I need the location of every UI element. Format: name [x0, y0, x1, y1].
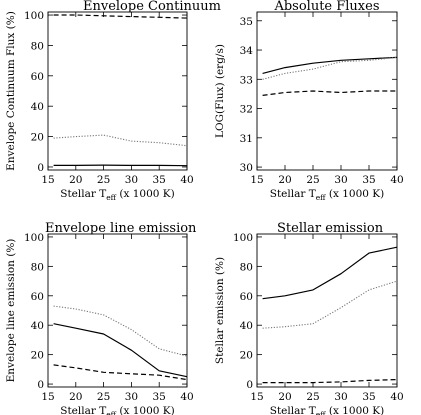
- x-axis-label: Stellar Teff (x 1000 K): [60, 188, 174, 202]
- chart-panel-3: Envelope line emission 15 20 25 30 35 40 0 20 40 6…: [5, 221, 197, 415]
- x-tick-label: 30: [334, 391, 347, 403]
- x-tick-label: 20: [278, 391, 291, 403]
- x-tick-label: 35: [362, 174, 375, 186]
- y-tick-label: 31: [240, 133, 253, 145]
- x-axis-label-main: Stellar T: [270, 188, 316, 200]
- y-tick-label: 40: [240, 320, 253, 332]
- y-tick-label: 20: [240, 350, 253, 362]
- chart-panel-4: Stellar emission 15 20 25 30 35 40 0 20 40 60 80 100…: [214, 221, 404, 415]
- x-tick-label: 25: [97, 391, 110, 403]
- x-tick-label: 25: [306, 391, 319, 403]
- chart-title: Absolute Fluxes: [273, 0, 379, 14]
- series-line-solid: [53, 323, 188, 378]
- y-axis-label: LOG(Flux) (erg/s): [214, 44, 226, 138]
- x-tick-label: 30: [334, 174, 347, 186]
- y-tick-label: 40: [31, 320, 44, 332]
- x-tick-label: 20: [69, 174, 82, 186]
- chart-panel-1: Envelope Continuum 15 20 25 30 35 40 0 20 40 60 80 1…: [5, 0, 221, 202]
- y-tick-label: 34: [240, 45, 254, 57]
- x-axis-label: Stellar Teff (x 1000 K): [60, 405, 174, 415]
- y-tick-label: 100: [233, 232, 253, 244]
- x-axis-label-subscript: eff: [106, 410, 116, 415]
- plot-frame: [256, 11, 398, 171]
- series-line-dashed: [53, 364, 188, 381]
- x-axis-label-units: (x 1000 K): [116, 405, 175, 415]
- x-axis-label-main: Stellar T: [270, 405, 316, 415]
- series-line-dotted: [53, 134, 188, 147]
- x-tick-label: 40: [390, 174, 403, 186]
- series-line-solid: [262, 246, 398, 300]
- x-tick-label: 15: [250, 391, 263, 403]
- y-tick-label: 80: [31, 261, 44, 273]
- x-axis-label-main: Stellar T: [60, 405, 106, 415]
- x-axis-label-main: Stellar T: [60, 188, 106, 200]
- x-tick-label: 40: [180, 174, 193, 186]
- y-tick-label: 0: [246, 379, 253, 391]
- x-axis-label-units: (x 1000 K): [326, 405, 385, 415]
- x-tick-label: 40: [390, 391, 403, 403]
- y-tick-label: 35: [240, 16, 253, 28]
- y-axis-label: Envelope line emission (%): [5, 239, 17, 383]
- x-tick-label: 30: [125, 174, 138, 186]
- y-tick-label: 0: [37, 162, 44, 174]
- series-line-dashed: [53, 14, 188, 19]
- series-line-dotted: [262, 280, 398, 329]
- series-line-dotted: [262, 56, 398, 80]
- y-axis-label: Stellar emission (%): [214, 257, 226, 364]
- x-tick-label: 15: [41, 391, 54, 403]
- x-tick-label: 15: [41, 174, 54, 186]
- plot-frame: [256, 233, 398, 388]
- y-tick-label: 40: [31, 101, 44, 113]
- x-tick-label: 15: [250, 174, 263, 186]
- y-tick-label: 30: [240, 162, 253, 174]
- y-tick-label: 0: [37, 379, 44, 391]
- x-axis-label-units: (x 1000 K): [116, 188, 175, 200]
- y-tick-label: 60: [240, 291, 253, 303]
- chart-title: Envelope line emission: [45, 221, 197, 236]
- x-tick-label: 20: [278, 174, 291, 186]
- x-tick-label: 35: [153, 174, 166, 186]
- x-axis-label: Stellar Teff (x 1000 K): [270, 188, 384, 202]
- y-tick-label: 20: [31, 350, 44, 362]
- y-axis-label: Envelope Continuum Flux (%): [5, 11, 17, 171]
- series-line-solid: [262, 56, 398, 74]
- x-tick-label: 25: [97, 174, 110, 186]
- y-tick-label: 100: [24, 232, 44, 244]
- y-tick-label: 80: [240, 261, 253, 273]
- x-tick-label: 40: [180, 391, 193, 403]
- x-tick-label: 25: [306, 174, 319, 186]
- y-tick-label: 32: [240, 104, 253, 116]
- x-axis-label-units: (x 1000 K): [326, 188, 385, 200]
- series-line-dashed: [262, 90, 397, 96]
- x-axis-label: Stellar Teff (x 1000 K): [270, 405, 384, 415]
- series-line-solid: [53, 164, 188, 167]
- x-axis-label-subscript: eff: [316, 410, 326, 415]
- y-tick-label: 20: [31, 132, 44, 144]
- y-tick-label: 33: [240, 74, 253, 86]
- y-tick-label: 60: [31, 71, 44, 83]
- plot-frame: [47, 11, 188, 171]
- chart-title: Stellar emission: [277, 221, 384, 236]
- series-line-dashed: [262, 379, 398, 384]
- x-tick-label: 20: [69, 391, 82, 403]
- chart-title: Envelope Continuum: [83, 0, 221, 14]
- x-tick-label: 35: [153, 391, 166, 403]
- x-axis-label-subscript: eff: [106, 193, 116, 202]
- plot-frame: [47, 233, 188, 388]
- x-tick-label: 35: [362, 391, 375, 403]
- x-tick-label: 30: [125, 391, 138, 403]
- y-tick-label: 60: [31, 291, 44, 303]
- x-axis-label-subscript: eff: [316, 193, 326, 202]
- y-tick-label: 100: [24, 10, 44, 22]
- chart-panel-2: Absolute Fluxes 15 20 25 30 35 40 30 31 32 33 34 35 S…: [214, 0, 404, 202]
- series-line-dotted: [53, 305, 188, 357]
- y-tick-label: 80: [31, 40, 44, 52]
